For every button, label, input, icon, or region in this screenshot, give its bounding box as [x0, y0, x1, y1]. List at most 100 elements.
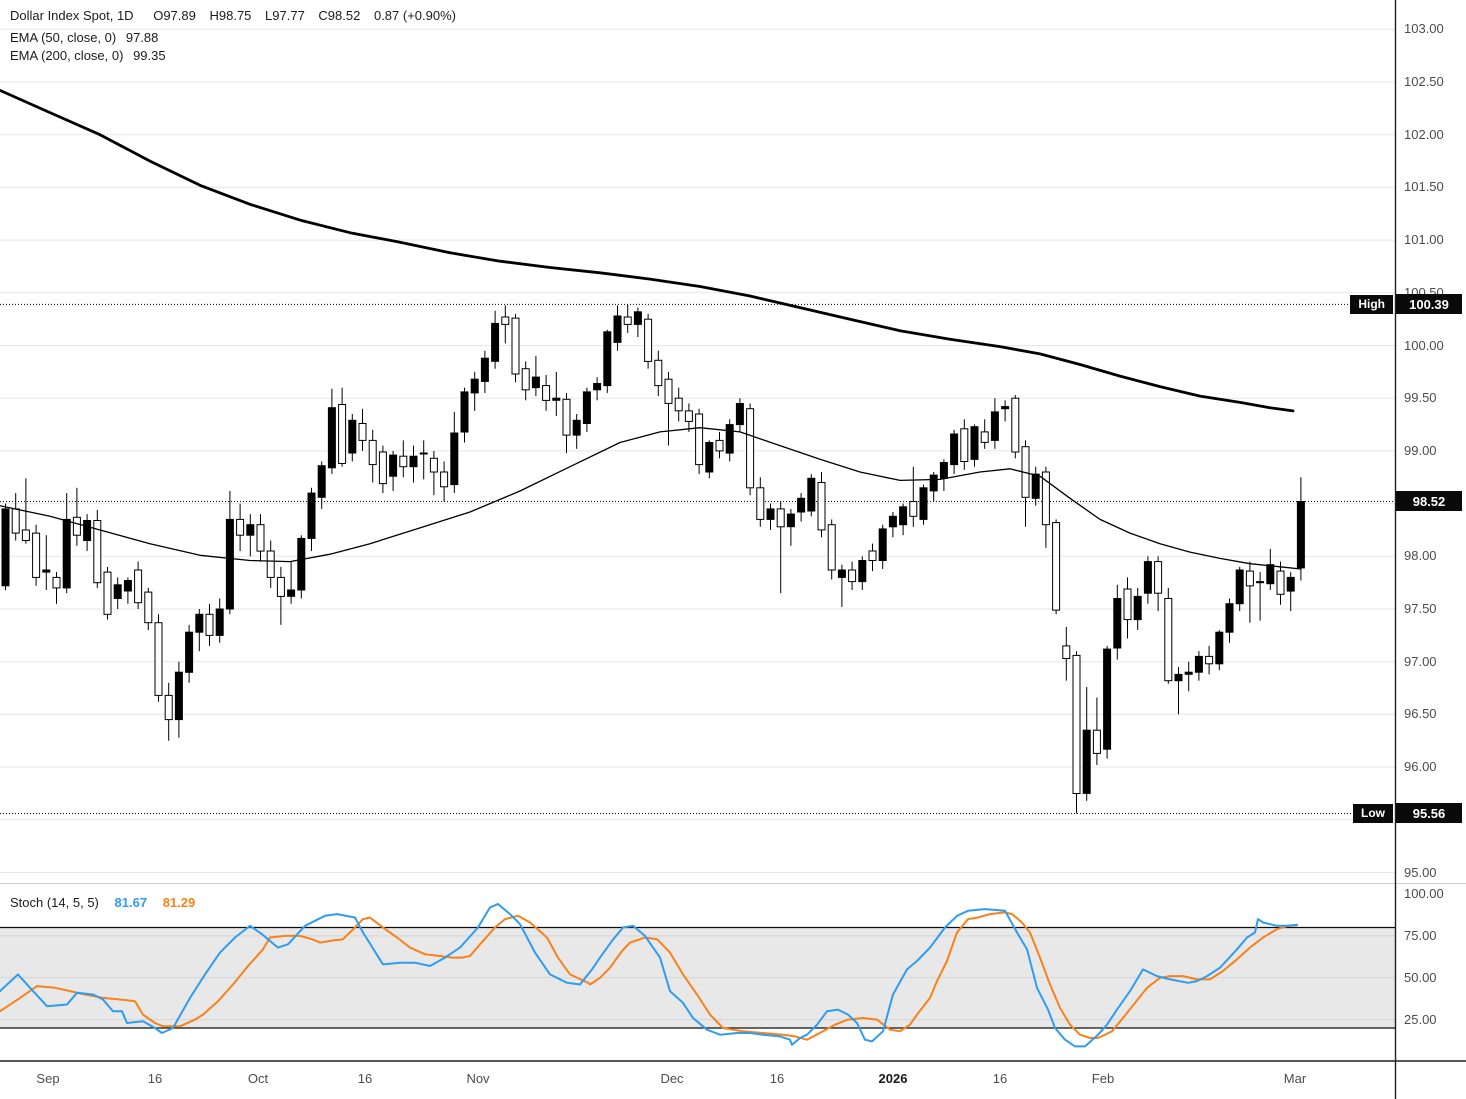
time-axis-label: 2026 [878, 1071, 908, 1086]
high-low-last-dotted-lines [0, 303, 1396, 814]
stoch-axis-label: 25.00 [1404, 1012, 1437, 1027]
candle-up [1, 508, 10, 587]
candle-up [348, 419, 357, 454]
candle-up [950, 433, 959, 466]
candle-up [297, 537, 306, 591]
candle-down [144, 591, 153, 624]
candle-up [552, 397, 561, 401]
candle-down [1011, 397, 1020, 453]
candle-down [1154, 561, 1163, 594]
candle-down [1092, 729, 1101, 754]
candle-up [287, 589, 296, 597]
candle-up [919, 487, 928, 520]
ohlc-open: O97.89 [153, 8, 196, 23]
candle-down [776, 508, 785, 528]
candle-up [1143, 561, 1152, 594]
candle-down [1276, 570, 1285, 595]
candle-up [215, 608, 224, 636]
stochastic-lines [0, 903, 1298, 1048]
candle-down [960, 428, 969, 462]
candle-up [582, 391, 591, 424]
candle-up [1296, 501, 1305, 569]
candle-down [562, 398, 571, 436]
candle-up [460, 391, 469, 433]
candle-down [134, 569, 143, 604]
time-axis-label: Dec [660, 1071, 684, 1086]
candle-up [113, 584, 122, 599]
candle-down [1245, 570, 1254, 587]
ohlc-change: 0.87 (+0.90%) [373, 8, 456, 23]
candle-down [715, 439, 724, 452]
price-axis-label: 101.00 [1404, 232, 1444, 247]
candle-down [684, 410, 693, 422]
candle-up [970, 426, 979, 460]
candle-down [1205, 655, 1214, 665]
stoch-d-value: 81.29 [162, 895, 196, 910]
candle-up [246, 524, 255, 536]
candle-up [786, 513, 795, 528]
candle-down [338, 404, 347, 464]
candle-down [695, 413, 704, 466]
candle-up [1235, 569, 1244, 605]
candle-up [1194, 655, 1203, 673]
candle-down [256, 524, 265, 552]
candle-up [470, 378, 479, 394]
stoch-legend: Stoch (14, 5, 5) 81.67 81.29 [10, 895, 195, 910]
candle-up [1103, 648, 1112, 750]
candle-down [746, 408, 755, 489]
candle-down [266, 550, 275, 578]
candle-up [409, 455, 418, 468]
candle-down [378, 451, 387, 485]
candle-down [52, 576, 61, 589]
candle-up [531, 376, 540, 389]
symbol-legend: Dollar Index Spot, 1D O97.89 H98.75 L97.… [10, 8, 456, 23]
candle-down [11, 508, 20, 534]
candle-down [623, 316, 632, 325]
candle-down [664, 378, 673, 404]
candle-up [1225, 603, 1234, 633]
price-axis-label: 97.50 [1404, 601, 1437, 616]
price-axis-label: 103.00 [1404, 21, 1444, 36]
candle-up [317, 465, 326, 498]
candle-up [837, 569, 846, 578]
candle-up [123, 580, 132, 592]
candle-up [797, 497, 806, 513]
stoch-k-value: 81.67 [114, 895, 148, 910]
candle-down [429, 457, 438, 473]
time-axis-label: Feb [1091, 1071, 1115, 1086]
candle-down [1052, 522, 1061, 611]
price-axis-label: 98.00 [1404, 548, 1437, 563]
candle-up [174, 671, 183, 721]
candle-down [1123, 588, 1132, 621]
candle-up [450, 432, 459, 486]
price-axis-label: 100.00 [1404, 338, 1444, 353]
time-axis-label: 16 [769, 1071, 785, 1086]
price-axis-label: 95.00 [1404, 865, 1437, 880]
last-price-badge: 98.52 [1396, 491, 1462, 511]
candle-up [705, 442, 714, 473]
candle-up [1031, 473, 1040, 499]
time-axis-label: Nov [466, 1071, 490, 1086]
candle-up [1174, 673, 1183, 682]
candle-down [1041, 471, 1050, 526]
candle-down [276, 576, 285, 597]
candle-up [42, 569, 51, 573]
candle-down [72, 516, 81, 536]
candle-up [593, 383, 602, 391]
high-marker-label: High [1350, 295, 1393, 314]
candle-down [511, 317, 520, 375]
candle-down [164, 694, 173, 721]
candle-down [154, 622, 163, 696]
price-axis-label: 96.50 [1404, 706, 1437, 721]
ohlc-low: L97.77 [265, 8, 305, 23]
candle-down [1072, 654, 1081, 795]
price-axis-label: 102.00 [1404, 127, 1444, 142]
candle-up [858, 560, 867, 583]
candle-up [878, 528, 887, 562]
stoch-axis-label: 100.00 [1404, 886, 1444, 901]
candle-up [990, 411, 999, 441]
time-axis-label: 16 [147, 1071, 163, 1086]
candlestick-series[interactable] [1, 304, 1305, 814]
